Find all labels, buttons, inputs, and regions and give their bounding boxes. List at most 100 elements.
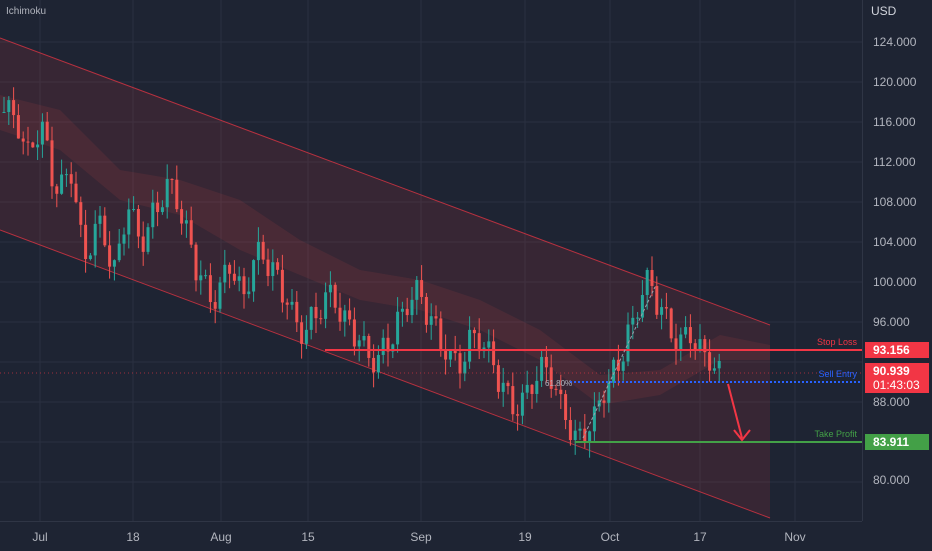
candle-body xyxy=(333,284,337,308)
candle-body xyxy=(74,183,78,203)
candle-body xyxy=(501,382,505,392)
candle-body xyxy=(607,382,611,403)
candle-body xyxy=(568,420,572,441)
candle-body xyxy=(84,224,88,260)
candle-body xyxy=(285,302,289,305)
candle-body xyxy=(496,365,500,392)
candle-body xyxy=(362,336,366,341)
candle-body xyxy=(146,227,150,252)
candle-body xyxy=(640,295,644,318)
candle-body xyxy=(352,319,356,347)
candle-body xyxy=(621,361,625,371)
price-axis[interactable]: USD 124.000 120.000 116.000 112.000 108.… xyxy=(862,0,932,521)
candle-body xyxy=(175,179,179,210)
candle-body xyxy=(400,308,404,312)
price-chart[interactable]: Stop Loss Sell Entry Take Profit 61.80% xyxy=(0,0,862,521)
candle-body xyxy=(271,262,275,277)
candle-body xyxy=(261,241,265,260)
time-tick: Nov xyxy=(784,530,806,544)
candle-body xyxy=(319,318,323,320)
candle-body xyxy=(396,311,400,345)
candle-body xyxy=(535,380,539,394)
candle-body xyxy=(487,341,491,348)
candle-body xyxy=(386,337,390,352)
candle-body xyxy=(12,100,16,116)
candle-body xyxy=(40,121,44,145)
time-axis[interactable]: Jul 18 Aug 15 Sep 19 Oct 17 Nov xyxy=(0,521,862,551)
time-tick: 19 xyxy=(518,530,532,544)
candle-body xyxy=(60,174,64,194)
candle-body xyxy=(372,357,376,373)
take-profit-price-tag: 83.911 xyxy=(865,434,929,450)
candle-body xyxy=(669,308,673,339)
sell-entry-label: Sell Entry xyxy=(818,369,857,379)
candle-body xyxy=(64,174,68,176)
current-price-tag: 90.939 01:43:03 xyxy=(865,363,929,393)
candle-body xyxy=(328,284,332,293)
candle-body xyxy=(189,220,193,245)
candle-body xyxy=(280,269,284,303)
candle-body xyxy=(717,360,721,369)
candle-body xyxy=(506,382,510,387)
countdown-timer: 01:43:03 xyxy=(873,378,920,392)
arrow-head-icon xyxy=(733,429,751,442)
candle-body xyxy=(16,115,20,139)
candle-body xyxy=(573,430,577,441)
candle-body xyxy=(559,389,563,395)
candle-body xyxy=(549,367,553,389)
candle-body xyxy=(151,202,155,228)
candle-body xyxy=(160,207,164,213)
indicator-label[interactable]: Ichimoku xyxy=(6,6,47,17)
candle-body xyxy=(348,310,352,320)
candle-body xyxy=(420,280,424,297)
take-profit-label: Take Profit xyxy=(814,429,857,439)
candle-body xyxy=(698,339,702,350)
candle-body xyxy=(2,112,6,113)
candle-body xyxy=(324,292,328,319)
candle-body xyxy=(69,174,73,184)
candle-body xyxy=(511,386,515,415)
candle-body xyxy=(415,280,419,300)
candle-body xyxy=(655,285,659,315)
candle-body xyxy=(650,270,654,286)
candle-body xyxy=(242,276,246,295)
candle-body xyxy=(194,244,198,281)
candle-body xyxy=(165,179,169,208)
candle-body xyxy=(127,209,131,235)
candle-body xyxy=(492,341,496,366)
candle-body xyxy=(592,406,596,432)
candle-body xyxy=(276,262,280,270)
price-tick: 108.000 xyxy=(873,195,917,209)
candle-body xyxy=(232,273,236,281)
candle-body xyxy=(708,352,712,371)
candle-body xyxy=(21,138,25,142)
time-tick: 15 xyxy=(301,530,315,544)
candle-body xyxy=(684,327,688,335)
candle-body xyxy=(477,333,481,352)
candle-body xyxy=(631,317,635,325)
candle-body xyxy=(688,327,692,344)
price-tick: 116.000 xyxy=(873,115,916,129)
candle-body xyxy=(520,392,524,416)
candle-body xyxy=(314,306,318,319)
candle-body xyxy=(304,329,308,344)
price-tick: 100.000 xyxy=(873,275,917,289)
candle-body xyxy=(597,400,601,407)
time-tick: 17 xyxy=(693,530,707,544)
price-tick: 88.000 xyxy=(873,395,910,409)
candle-body xyxy=(117,243,121,261)
chart-canvas[interactable]: Stop Loss Sell Entry Take Profit 61.80% … xyxy=(0,0,862,521)
candle-body xyxy=(588,431,592,443)
candle-body xyxy=(660,307,664,315)
channel-upper-line xyxy=(0,37,771,326)
candle-body xyxy=(468,329,472,362)
candle-body xyxy=(636,317,640,319)
candle-body xyxy=(376,354,380,373)
candle-body xyxy=(295,301,299,323)
candle-body xyxy=(309,306,313,330)
candle-body xyxy=(712,368,716,371)
candle-body xyxy=(170,179,174,181)
candle-body xyxy=(693,343,697,350)
candle-body xyxy=(247,291,251,295)
candle-body xyxy=(108,245,112,267)
